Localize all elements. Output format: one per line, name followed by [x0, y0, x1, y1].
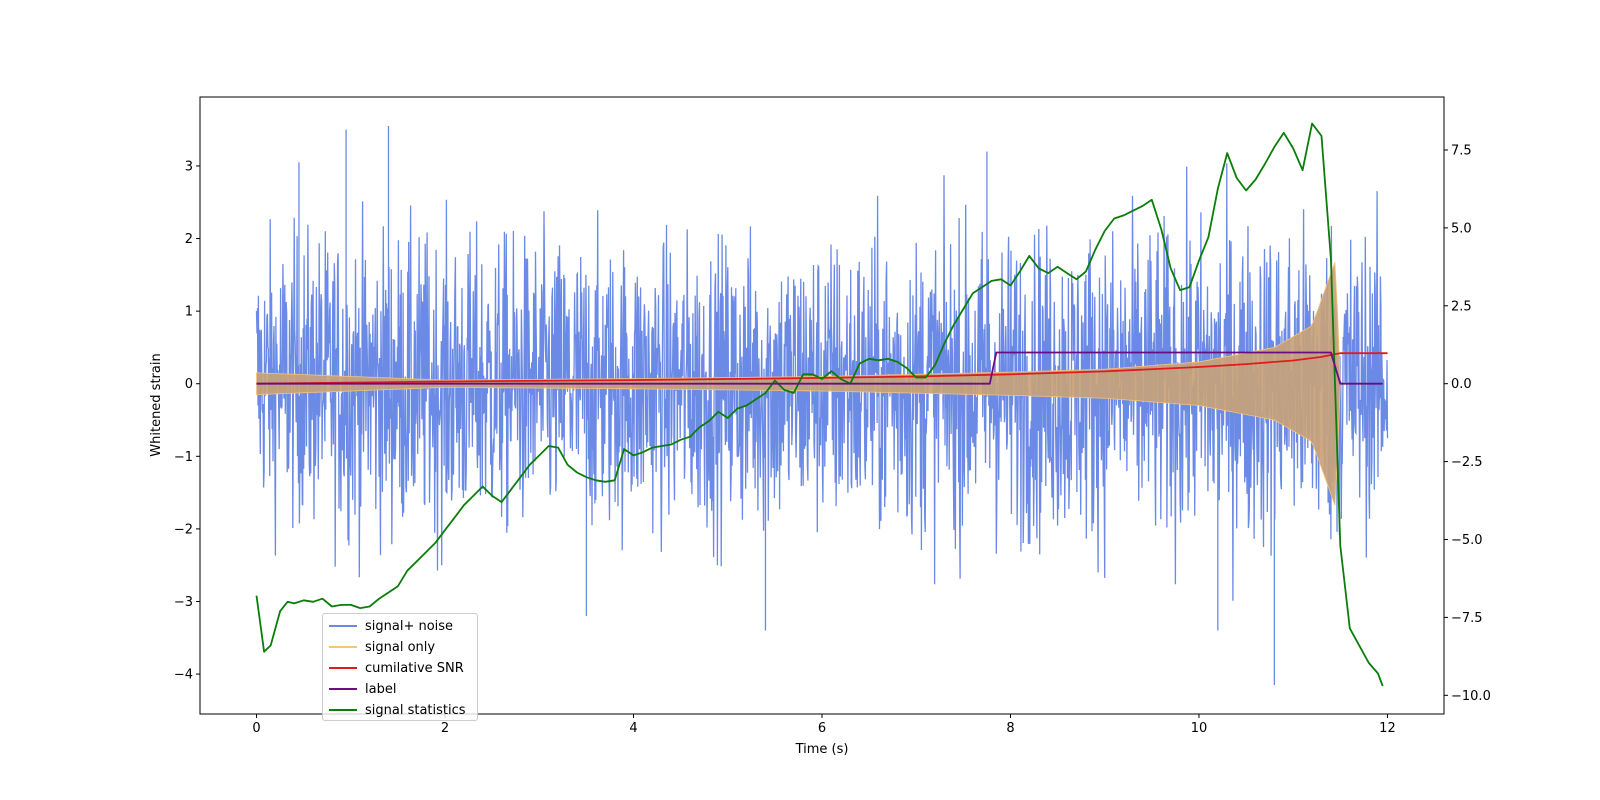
y2-tick-label: −7.5	[1451, 611, 1483, 626]
y2-tick-label: −5.0	[1451, 533, 1483, 548]
signal-statistics-line	[255, 122, 1384, 687]
y-tick-label: −2	[174, 522, 193, 537]
legend-label: signal statistics	[365, 702, 466, 718]
legend-item-signal-statistics: signal statistics	[329, 700, 466, 720]
legend-swatch	[329, 625, 357, 627]
x-tick-label: 2	[441, 721, 449, 736]
y-axis-right: −10.0 −7.5 −5.0 −2.5 0.0 2.5 5.0 7.5	[1444, 143, 1491, 704]
x-tick-label: 10	[1191, 721, 1208, 736]
legend-label: signal+ noise	[365, 618, 454, 634]
y2-tick-label: 5.0	[1451, 221, 1472, 236]
legend-swatch	[329, 646, 357, 648]
x-tick-label: 0	[252, 721, 260, 736]
y2-tick-label: −10.0	[1451, 689, 1491, 704]
legend-swatch	[329, 709, 357, 711]
x-tick-label: 8	[1006, 721, 1014, 736]
y-axis-left: −4 −3 −2 −1 0 1 2 3	[174, 159, 200, 683]
legend-item-signal-noise: signal+ noise	[329, 616, 453, 636]
legend-item-signal-only: signal only	[329, 637, 435, 657]
x-tick-label: 4	[629, 721, 637, 736]
y-tick-label: −3	[174, 595, 193, 610]
y-tick-label: 1	[185, 305, 193, 320]
y2-tick-label: −2.5	[1451, 455, 1483, 470]
y-tick-label: 0	[185, 377, 193, 392]
legend-swatch	[329, 688, 357, 690]
label-line	[256, 351, 1383, 385]
y-tick-label: −4	[174, 668, 193, 683]
y2-tick-label: 0.0	[1451, 377, 1472, 392]
y2-tick-label: 2.5	[1451, 299, 1472, 314]
legend-item-label: label	[329, 679, 396, 699]
y-tick-label: 2	[185, 232, 193, 247]
y-tick-label: −1	[174, 450, 193, 465]
x-axis: 0 2 4 6 8 10 12	[252, 714, 1396, 736]
x-tick-label: 12	[1379, 721, 1396, 736]
y-axis-label: Whitened strain	[149, 353, 164, 456]
legend-swatch	[329, 667, 357, 669]
legend-item-cumulative-snr: cumilative SNR	[329, 658, 464, 678]
x-axis-label: Time (s)	[795, 742, 849, 757]
legend: signal+ noise signal only cumilative SNR…	[322, 613, 478, 721]
legend-label: label	[365, 681, 397, 697]
x-tick-label: 6	[818, 721, 826, 736]
legend-label: cumilative SNR	[365, 660, 464, 676]
line-series	[255, 122, 1388, 687]
y-tick-label: 3	[185, 159, 193, 174]
legend-label: signal only	[365, 639, 436, 655]
y2-tick-label: 7.5	[1451, 143, 1472, 158]
